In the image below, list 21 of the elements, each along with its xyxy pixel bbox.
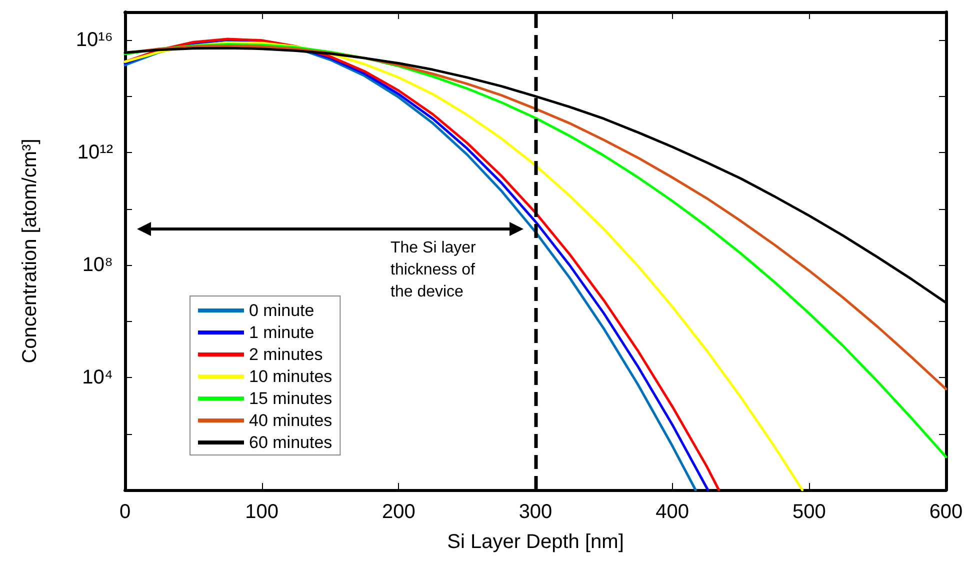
x-axis-title: Si Layer Depth [nm] [447, 531, 624, 553]
x-tick-label: 200 [382, 501, 416, 523]
x-tick-label: 0 [119, 501, 131, 523]
legend-label: 2 minutes [249, 345, 323, 364]
x-tick-label: 100 [245, 501, 279, 523]
x-tick-label: 300 [518, 501, 552, 523]
y-tick-label: 10⁸ [82, 254, 113, 276]
y-tick-label: 10¹⁶ [76, 29, 113, 52]
annotation: The Si layer thickness of the device [390, 240, 480, 301]
x-tick-label: 600 [929, 501, 963, 523]
y-tick-label: 10¹² [77, 142, 114, 164]
legend-label: 1 minute [249, 323, 314, 342]
legend-label: 15 minutes [249, 389, 332, 408]
x-tick-label: 500 [792, 501, 826, 523]
y-axis-title: Concentration [atom/cm³] [19, 138, 41, 364]
x-tick-label: 400 [656, 501, 690, 523]
y-tick-label: 10⁴ [82, 366, 113, 389]
legend-label: 0 minute [249, 301, 314, 320]
legend-label: 40 minutes [249, 411, 332, 430]
legend-label: 10 minutes [249, 367, 332, 386]
legend-label: 60 minutes [249, 433, 332, 452]
